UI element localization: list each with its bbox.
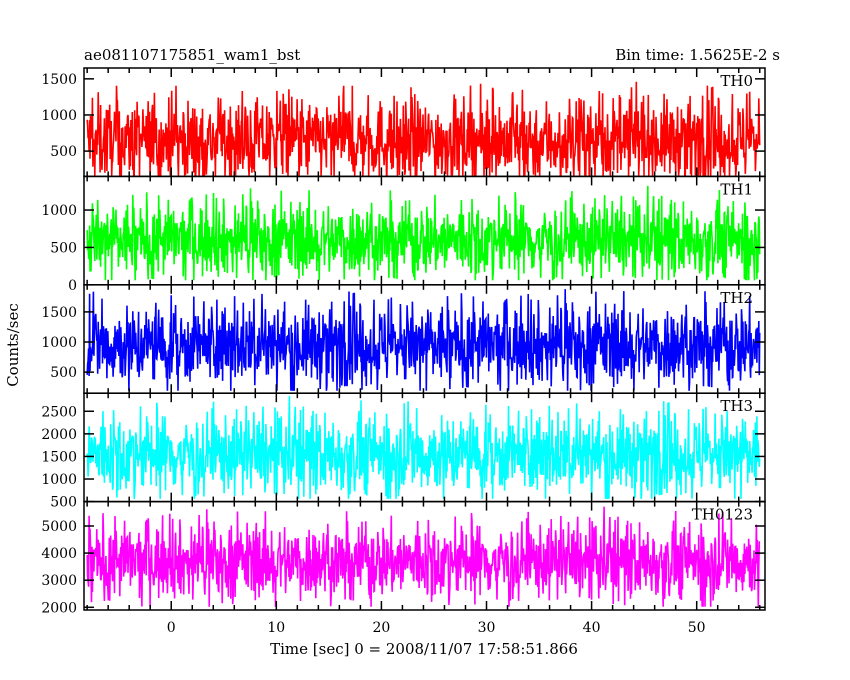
y-tick-label: 0 <box>68 278 77 294</box>
x-tick-label: 40 <box>583 620 601 636</box>
x-tick-label: 0 <box>167 620 176 636</box>
panel-frame <box>83 500 766 611</box>
panel-label-th3: TH3 <box>720 397 753 415</box>
y-tick-label: 2500 <box>41 404 77 420</box>
y-tick-label: 1000 <box>41 335 77 351</box>
y-tick-label: 1500 <box>41 305 77 321</box>
panel-th2: 500 1000 1500 TH2 <box>41 284 766 394</box>
series-line-th2 <box>86 289 761 391</box>
panel-th0: 500 1000 1500 TH0 <box>41 67 766 178</box>
y-tick-label: 500 <box>50 240 77 256</box>
y-tick-label: 1000 <box>41 203 77 219</box>
y-axis-label: Counts/sec <box>4 303 22 387</box>
y-tick-label: 1500 <box>41 449 77 465</box>
chart-title-right: Bin time: 1.5625E-2 s <box>615 46 780 64</box>
y-tick-label: 500 <box>50 495 77 511</box>
panel-th0123: 2000 3000 4000 5000 TH0123 <box>41 500 766 616</box>
y-tick-label: 5000 <box>41 519 77 535</box>
y-tick-label: 1000 <box>41 472 77 488</box>
y-tick-label: 1500 <box>41 72 77 88</box>
panel-label-th1: TH1 <box>720 180 753 198</box>
panel-label-th0123: TH0123 <box>692 506 753 524</box>
y-tick-label: 3000 <box>41 573 77 589</box>
y-tick-label: 2000 <box>41 600 77 616</box>
x-axis-label: Time [sec] 0 = 2008/11/07 17:58:51.866 <box>270 640 578 658</box>
y-tick-label: 2000 <box>41 427 77 443</box>
panel-th3: 500 1000 1500 2000 2500 TH3 <box>41 392 766 511</box>
panel-label-th2: TH2 <box>720 289 753 307</box>
chart-title-left: ae081107175851_wam1_bst <box>84 46 300 64</box>
y-tick-label: 4000 <box>41 546 77 562</box>
x-tick-label: 30 <box>478 620 496 636</box>
y-tick-label: 1000 <box>41 108 77 124</box>
series-line-th1 <box>86 185 761 281</box>
panel-label-th0: TH0 <box>720 72 753 90</box>
x-tick-label: 50 <box>688 620 706 636</box>
y-tick-label: 500 <box>50 365 77 381</box>
series-line-th3 <box>86 395 761 499</box>
series-line-th0123 <box>86 506 761 607</box>
x-tick-label: 20 <box>372 620 390 636</box>
panel-th1: 0 500 1000 TH1 <box>41 175 766 294</box>
x-tick-label: 10 <box>267 620 285 636</box>
series-line-th0 <box>86 81 761 178</box>
y-tick-label: 500 <box>50 144 77 160</box>
